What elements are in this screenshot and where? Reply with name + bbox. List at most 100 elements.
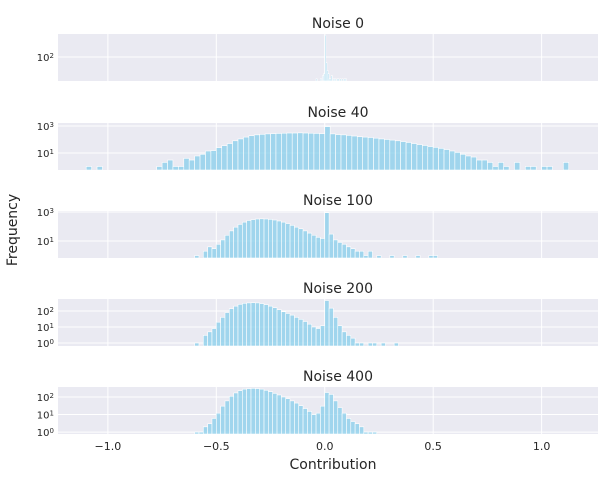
histogram-bar (203, 335, 208, 347)
histogram-bar (476, 159, 483, 171)
y-tick-label: 101 (37, 148, 54, 160)
histogram-bar (346, 135, 353, 171)
histogram-bar (311, 234, 317, 259)
histogram-bar (276, 220, 282, 259)
x-tick-label: −0.5 (203, 440, 230, 453)
histogram-bar (268, 305, 273, 347)
histogram-bar (263, 304, 269, 347)
histogram-bar (341, 78, 344, 82)
histogram-bar (346, 246, 352, 259)
histogram-bar (427, 146, 434, 171)
histogram-bar (259, 303, 265, 347)
histogram-bar (384, 139, 391, 171)
histogram-bar (354, 423, 360, 435)
histogram-bar (346, 418, 352, 435)
y-tick-label: 102 (37, 306, 54, 318)
histogram-bar (367, 431, 373, 435)
histogram-bar (363, 431, 369, 435)
histogram-bar (354, 250, 360, 259)
histogram-bar (324, 300, 330, 347)
histogram-bar (211, 328, 217, 347)
histogram-bar (188, 159, 195, 171)
histogram-bar (302, 408, 308, 435)
histogram-bar (307, 323, 313, 347)
histogram-bar (272, 393, 278, 435)
histogram-bar (333, 317, 339, 347)
histogram-bar (194, 431, 200, 435)
histogram-bar (400, 141, 407, 171)
histogram-bar (259, 134, 266, 171)
histogram-bar (341, 331, 347, 347)
histogram-bar (333, 400, 339, 435)
histogram-bar (373, 137, 380, 171)
histogram-bar (393, 342, 399, 347)
histogram-bar (203, 426, 208, 435)
histogram-bar (376, 255, 382, 259)
histogram-bar (465, 155, 472, 171)
histogram-bar (324, 126, 331, 171)
histogram-bar (327, 73, 330, 82)
histogram-bar (242, 388, 247, 435)
histogram-bar (339, 78, 342, 82)
histogram-bar (319, 133, 326, 171)
histogram-bar (341, 412, 347, 435)
histogram-bar (356, 136, 363, 171)
histogram-bar (85, 166, 92, 171)
histogram-bar (233, 226, 239, 259)
histogram-bar (285, 313, 291, 347)
histogram-bar (359, 250, 365, 259)
histogram-bar (351, 135, 358, 171)
histogram-bar (294, 317, 300, 347)
histogram-bar (270, 133, 277, 171)
histogram-bar (405, 142, 412, 171)
histogram-bar (289, 225, 295, 259)
histogram-bar (546, 166, 553, 171)
histogram-bar (335, 134, 342, 171)
histogram-bar (449, 150, 456, 171)
histogram-bar (220, 239, 226, 259)
histogram-bar (178, 166, 185, 171)
histogram-bar (428, 255, 434, 259)
subplot: 100 101 102 Noise 400 −1.0 −0.5 0.0 0.5 1.0 (37, 369, 598, 453)
histogram-bar (307, 411, 313, 435)
histogram-bar (96, 166, 103, 171)
histogram-bar (259, 218, 265, 259)
histogram-bar (268, 391, 273, 435)
histogram-bar (297, 132, 304, 171)
histogram-bar (248, 135, 255, 171)
histogram-bar (242, 303, 247, 347)
y-tick-label: 100 (37, 427, 54, 439)
histogram-bar (211, 248, 217, 259)
histogram-bar (281, 396, 287, 435)
histogram-bar (255, 218, 260, 259)
subplot-title: Noise 40 (307, 105, 368, 121)
x-tick-label: −1.0 (95, 440, 122, 453)
x-axis-label: Contribution (290, 457, 377, 473)
histogram-bar (367, 137, 374, 171)
histogram-bar (268, 219, 273, 259)
histogram-bar (250, 302, 256, 347)
histogram-bar (207, 331, 213, 347)
histogram-bar (438, 148, 445, 171)
histogram-bar (276, 309, 282, 347)
subplot-title: Noise 400 (303, 369, 373, 385)
y-tick-label: 100 (37, 338, 54, 350)
histogram-bar (311, 326, 317, 347)
histogram-bar (220, 317, 226, 347)
histogram-bar (443, 149, 450, 171)
histogram-bar (229, 395, 234, 435)
histogram-bar (334, 78, 336, 82)
y-tick-label: 103 (37, 121, 54, 133)
x-tick-label: 1.0 (533, 440, 551, 453)
histogram-bar (372, 342, 378, 347)
histogram-bar (328, 233, 334, 259)
histogram-bar (315, 412, 321, 435)
subplot: 100 101 102 Noise 200 (37, 281, 598, 350)
histogram-bar (216, 243, 221, 259)
histogram-bar (229, 230, 234, 259)
histogram-bar (253, 134, 260, 171)
histogram-bar (359, 426, 365, 435)
histogram-bar (330, 75, 333, 82)
histogram-bar (302, 230, 308, 259)
